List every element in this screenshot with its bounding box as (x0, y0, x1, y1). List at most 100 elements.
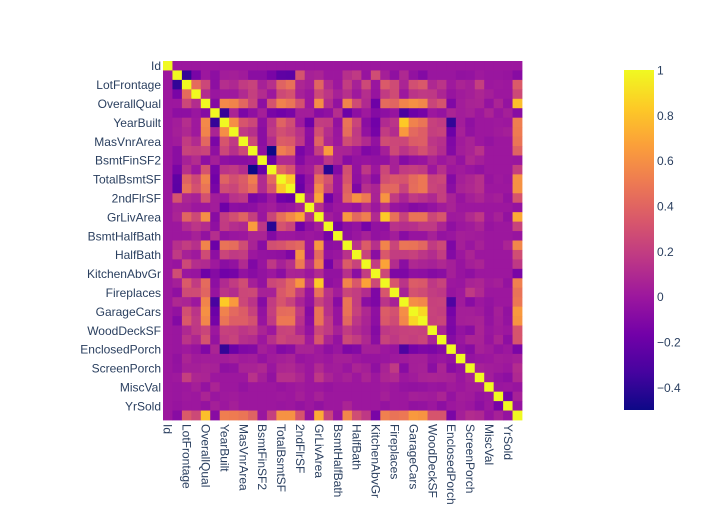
heatmap-cell-Fireplaces-PoolArea (474, 287, 485, 298)
heatmap-cell-LotArea-KitchenAbvGr (370, 89, 381, 100)
heatmap-cell-BsmtFinSF2-KitchenAbvGr (370, 155, 381, 166)
heatmap-cell-BsmtFinSF2-BsmtHalfBath (333, 155, 343, 166)
heatmap-cell-HalfBath-YearBuilt (219, 249, 230, 260)
heatmap-cell-EnclosedPorch-PoolArea (474, 344, 485, 355)
heatmap-cell-BsmtFinSF2-TotRmsAbvGrd (380, 155, 391, 166)
heatmap-cell-LowQualFinSF-GrLivArea (314, 202, 325, 213)
heatmap-cell-Id-Fireplaces (389, 61, 400, 71)
heatmap-cell-MasVnrArea-BsmtUnfSF (266, 136, 277, 147)
heatmap-cell-BsmtFullBath-LotFrontage (181, 221, 192, 232)
heatmap-cell-YearRemodAdd-MSSubClass (172, 127, 183, 137)
heatmap-cell-BsmtFinSF2-2ndFlrSF (295, 155, 306, 166)
heatmap-cell-BsmtHalfBath-WoodDeckSF (427, 231, 438, 241)
heatmap-cell-GrLivArea-PoolArea (474, 212, 485, 223)
heatmap-cell-WoodDeckSF-2ndFlrSF (295, 325, 306, 336)
heatmap-cell-Fireplaces-HalfBath (351, 287, 362, 298)
heatmap-cell-GarageYrBlt-BedroomAbvGr (361, 297, 372, 308)
heatmap-cell-BedroomAbvGr-BedroomAbvGr (361, 259, 372, 270)
x-tick-label: MiscVal (482, 424, 496, 465)
heatmap-cell-FullBath-BsmtUnfSF (266, 240, 277, 251)
heatmap-cell-OverallQual-BsmtHalfBath (333, 98, 343, 109)
heatmap-cell-HalfBath-BsmtUnfSF (266, 249, 277, 260)
heatmap-cell-OverallQual-GarageCars (408, 98, 419, 109)
heatmap-cell-TotRmsAbvGrd-BsmtFullBath (323, 278, 334, 289)
heatmap-cell-Id-OpenPorchSF (436, 61, 447, 71)
heatmap-cell-MSSubClass-GarageYrBlt (399, 70, 410, 81)
heatmap-cell-GarageArea-MoSold (493, 316, 504, 326)
heatmap-cell-YearRemodAdd-Fireplaces (389, 127, 400, 137)
heatmap-cell-SalePrice-BedroomAbvGr (361, 410, 372, 421)
heatmap-cell-FullBath-GarageCars (408, 240, 419, 251)
heatmap-cell-GrLivArea-MiscVal (484, 212, 495, 223)
heatmap-cell-Fireplaces-MasVnrArea (238, 287, 249, 298)
heatmap-cell-Fireplaces-GrLivArea (314, 287, 325, 298)
heatmap-cell-BsmtFinSF2-LotArea (191, 155, 202, 166)
heatmap-cell-BsmtFinSF2-MSSubClass (172, 155, 183, 166)
heatmap-cell-YrSold-BsmtFinSF1 (248, 401, 258, 411)
heatmap-cell-SalePrice-MiscVal (484, 410, 495, 421)
heatmap-cell-EnclosedPorch-YrSold (503, 344, 513, 355)
heatmap-cell-Id-2ndFlrSF (295, 61, 306, 71)
heatmap-cell-TotalBsmtSF-WoodDeckSF (427, 174, 438, 185)
heatmap-cell-SalePrice-GarageCars (408, 410, 419, 421)
heatmap-cell-SalePrice-MSSubClass (172, 410, 183, 421)
heatmap-cell-FullBath-TotalBsmtSF (276, 240, 287, 251)
heatmap-cell-YearBuilt-GrLivArea (314, 117, 325, 128)
heatmap-cell-EnclosedPorch-SalePrice (512, 344, 523, 355)
heatmap-cell-PoolArea-GrLivArea (314, 372, 325, 383)
heatmap-cell-BsmtUnfSF-MoSold (493, 164, 504, 175)
heatmap-cell-OverallCond-ScreenPorch (465, 108, 476, 119)
heatmap-cell-BsmtHalfBath-MoSold (493, 231, 504, 241)
heatmap-cell-HalfBath-LotArea (191, 249, 202, 260)
heatmap-cell-2ndFlrSF-Fireplaces (389, 193, 400, 204)
heatmap-cell-EnclosedPorch-3SsnPorch (455, 344, 466, 355)
heatmap-cell-LotArea-GarageCars (408, 89, 419, 100)
heatmap-cell-YearRemodAdd-ScreenPorch (465, 127, 476, 137)
heatmap-cell-BsmtFullBath-MiscVal (484, 221, 495, 232)
heatmap-cell-GrLivArea-3SsnPorch (455, 212, 466, 223)
heatmap-cell-BedroomAbvGr-FullBath (342, 259, 353, 270)
heatmap-cell-OverallCond-TotRmsAbvGrd (380, 108, 391, 119)
heatmap-cell-EnclosedPorch-OverallCond (210, 344, 221, 355)
heatmap-cell-ScreenPorch-OpenPorchSF (436, 363, 447, 374)
heatmap-cell-LotArea-OverallCond (210, 89, 221, 100)
heatmap-cell-YrSold-YearBuilt (219, 401, 230, 411)
heatmap-cell-BsmtUnfSF-YrSold (503, 164, 513, 175)
heatmap-cell-BsmtUnfSF-EnclosedPorch (446, 164, 457, 175)
heatmap-cell-3SsnPorch-WoodDeckSF (427, 353, 438, 364)
heatmap-cell-MasVnrArea-EnclosedPorch (446, 136, 457, 147)
heatmap-cell-FullBath-GrLivArea (314, 240, 325, 251)
heatmap-cell-GarageYrBlt-KitchenAbvGr (370, 297, 381, 308)
heatmap-cell-EnclosedPorch-MiscVal (484, 344, 495, 355)
heatmap-cell-YrSold-BsmtUnfSF (266, 401, 277, 411)
heatmap-cell-FullBath-Id (163, 240, 173, 251)
heatmap-cell-OpenPorchSF-KitchenAbvGr (370, 334, 381, 345)
heatmap-cell-BedroomAbvGr-MoSold (493, 259, 504, 270)
heatmap-cell-Fireplaces-YrSold (503, 287, 513, 298)
heatmap-cell-GarageCars-PoolArea (474, 306, 485, 317)
heatmap-cell-MSSubClass-YrSold (503, 70, 513, 81)
heatmap-cell-TotRmsAbvGrd-TotRmsAbvGrd (380, 278, 391, 289)
heatmap-cell-FullBath-LowQualFinSF (304, 240, 315, 251)
heatmap-cell-SalePrice-MasVnrArea (238, 410, 249, 421)
heatmap-cell-OverallCond-OverallQual (200, 108, 211, 119)
heatmap-cell-MasVnrArea-PoolArea (474, 136, 485, 147)
heatmap-cell-PoolArea-BsmtUnfSF (266, 372, 277, 383)
heatmap-cell-ScreenPorch-WoodDeckSF (427, 363, 438, 374)
heatmap-cell-LowQualFinSF-GarageArea (418, 202, 428, 213)
heatmap-cell-KitchenAbvGr-MasVnrArea (238, 268, 249, 279)
heatmap-cell-3SsnPorch-YearRemodAdd (229, 353, 239, 364)
heatmap-cell-EnclosedPorch-BsmtFullBath (323, 344, 334, 355)
heatmap-cell-OverallQual-BedroomAbvGr (361, 98, 372, 109)
heatmap-cell-BsmtFinSF1-EnclosedPorch (446, 146, 457, 156)
heatmap-cell-YrSold-EnclosedPorch (446, 401, 457, 411)
heatmap-cell-GarageYrBlt-Id (163, 297, 173, 308)
heatmap-cell-OverallQual-MoSold (493, 98, 504, 109)
heatmap-cell-GarageYrBlt-3SsnPorch (455, 297, 466, 308)
heatmap-cell-MoSold-BsmtFullBath (323, 391, 334, 402)
heatmap-cell-GarageCars-LotFrontage (181, 306, 192, 317)
heatmap-cell-GarageYrBlt-HalfBath (351, 297, 362, 308)
heatmap-cell-BsmtFinSF1-BsmtHalfBath (333, 146, 343, 156)
heatmap-cell-2ndFlrSF-GrLivArea (314, 193, 325, 204)
